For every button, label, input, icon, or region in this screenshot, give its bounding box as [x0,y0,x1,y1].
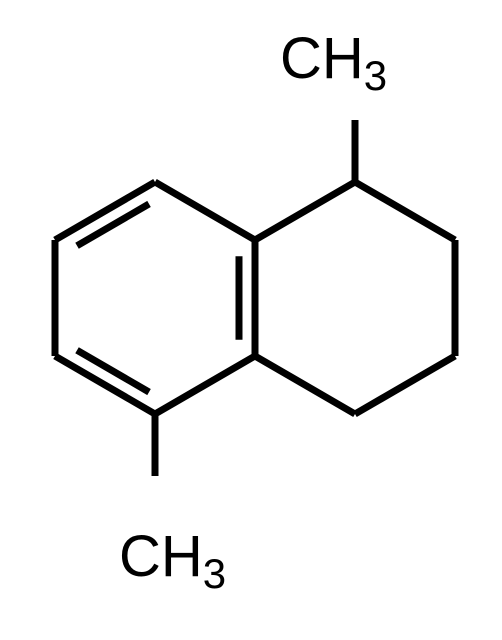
label-sub-3: 3 [203,550,226,597]
label-H: H [161,524,203,589]
methyl-label-top: CH3 [280,26,387,99]
label-C: C [119,524,161,589]
label-sub-3: 3 [364,52,387,99]
label-C: C [280,26,322,91]
label-H: H [322,26,364,91]
chemical-structure-diagram: CH3 CH3 [0,0,502,640]
bonds-group [55,120,455,476]
methyl-label-bottom: CH3 [119,524,226,597]
